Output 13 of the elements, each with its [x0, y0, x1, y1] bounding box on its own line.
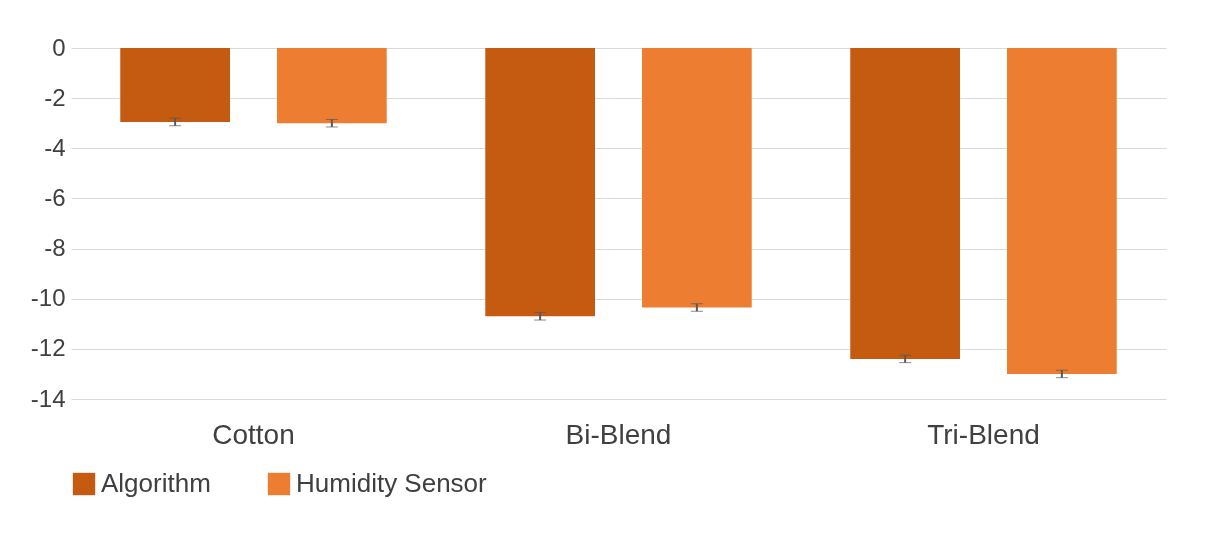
legend-label: Humidity Sensor [296, 468, 488, 498]
y-tick-label: -10 [30, 284, 66, 312]
y-tick-label: -8 [44, 234, 66, 262]
y-tick-label: -2 [44, 83, 66, 111]
x-tick-label: Bi-Blend [565, 418, 672, 450]
y-tick-label: -14 [30, 384, 66, 412]
y-tick-label: 0 [52, 33, 66, 61]
y-tick-label: -12 [30, 334, 66, 362]
y-tick-label: -4 [44, 133, 66, 161]
legend-label: Algorithm [101, 468, 211, 498]
x-tick-label: Cotton [212, 418, 295, 450]
y-tick-label: -6 [44, 183, 66, 211]
x-tick-label: Tri-Blend [927, 418, 1040, 450]
